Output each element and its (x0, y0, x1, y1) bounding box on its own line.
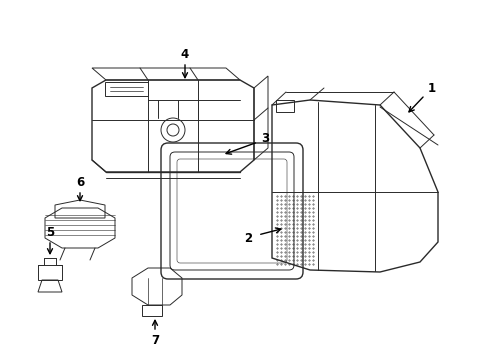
Text: 1: 1 (428, 81, 436, 94)
Text: 7: 7 (151, 333, 159, 346)
Text: 4: 4 (181, 48, 189, 60)
Text: 5: 5 (46, 225, 54, 238)
Text: 3: 3 (261, 131, 269, 144)
Text: 6: 6 (76, 175, 84, 189)
Text: 2: 2 (244, 231, 252, 244)
